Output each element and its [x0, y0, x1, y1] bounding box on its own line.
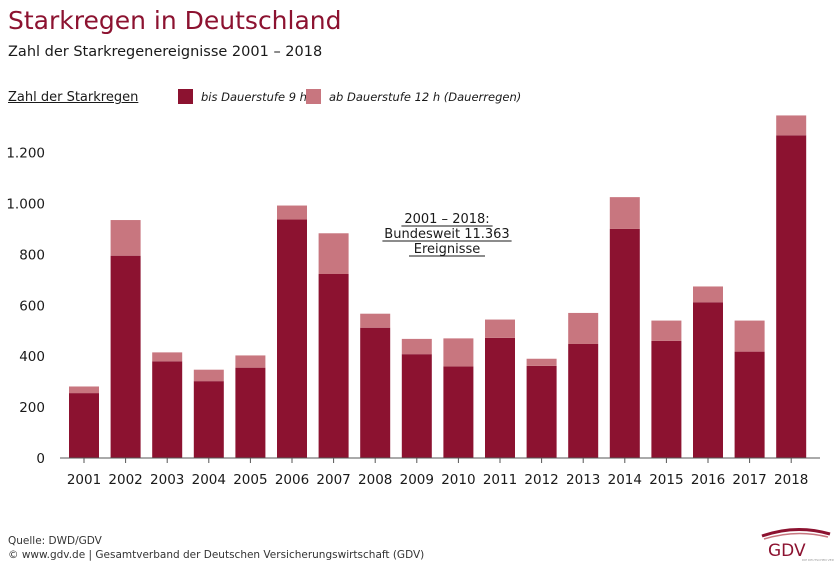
bar-chart: 0 200 400 600 800 1.000 1.200 2001 2002 2003 2004 2…: [6, 115, 820, 488]
bar-ab-dauerstufe-12h: [110, 220, 141, 256]
bar-ab-dauerstufe-12h: [776, 115, 807, 136]
logo-text: GDV: [768, 541, 806, 561]
bar-bis-dauerstufe-9h: [152, 361, 183, 458]
chart-subtitle: Zahl der Starkregenereignisse 2001 – 201…: [8, 44, 323, 60]
annotation-line: Bundesweit 11.363: [384, 227, 509, 242]
bar-ab-dauerstufe-12h: [568, 312, 599, 344]
bar-bis-dauerstufe-9h: [485, 337, 515, 458]
x-tick-label: 2009: [400, 472, 434, 488]
legend-item-bis-dauerstufe: bis Dauerstufe 9 h: [178, 89, 307, 104]
bar-bis-dauerstufe-9h: [651, 340, 682, 458]
y-tick-label: 1.200: [6, 146, 45, 162]
y-tick-label: 400: [19, 349, 45, 365]
y-tick-label: 600: [19, 298, 45, 314]
x-tick-label: 2003: [150, 472, 184, 488]
x-tick-label: 2016: [691, 472, 725, 488]
bar-bis-dauerstufe-9h: [609, 228, 640, 458]
bar-ab-dauerstufe-12h: [693, 286, 723, 303]
x-tick-label: 2002: [108, 472, 142, 488]
bar-bis-dauerstufe-9h: [734, 351, 765, 458]
y-tick-label: 0: [36, 451, 45, 467]
x-tick-label: 2015: [649, 472, 683, 488]
legend-label-secondary: ab Dauerstufe 12 h (Dauerregen): [329, 89, 522, 104]
bar-ab-dauerstufe-12h: [651, 320, 682, 341]
x-tick-label: 2007: [316, 472, 350, 488]
bar-bis-dauerstufe-9h: [568, 343, 599, 458]
x-tick-label: 2014: [608, 472, 642, 488]
bar-bis-dauerstufe-9h: [443, 366, 474, 458]
x-tick-label: 2013: [566, 472, 600, 488]
legend-swatch-secondary: [306, 89, 321, 104]
svg-text:DIE DEUTSCHEN VERSICHERER: DIE DEUTSCHEN VERSICHERER: [802, 558, 834, 562]
x-tick-label: 2004: [192, 472, 226, 488]
bar-ab-dauerstufe-12h: [734, 320, 765, 352]
x-tick-label: 2006: [275, 472, 309, 488]
x-tick-label: 2008: [358, 472, 392, 488]
bar-ab-dauerstufe-12h: [526, 358, 557, 366]
bar-bis-dauerstufe-9h: [526, 365, 557, 458]
bar-bis-dauerstufe-9h: [360, 327, 391, 458]
bar-ab-dauerstufe-12h: [69, 386, 99, 394]
x-tick-label: 2010: [441, 472, 475, 488]
y-tick-label: 200: [19, 400, 45, 416]
bar-ab-dauerstufe-12h: [193, 369, 224, 382]
bar-ab-dauerstufe-12h: [609, 197, 640, 229]
annotation-line: Ereignisse: [414, 242, 481, 257]
x-tick-label: 2001: [67, 472, 101, 488]
legend-swatch-primary: [178, 89, 193, 104]
bar-bis-dauerstufe-9h: [277, 219, 307, 458]
y-tick-label: 1.000: [6, 197, 45, 213]
bar-ab-dauerstufe-12h: [485, 319, 515, 338]
bar-ab-dauerstufe-12h: [360, 313, 391, 328]
x-tick-label: 2017: [732, 472, 766, 488]
gdv-logo: GDV DIE DEUTSCHEN VERSICHERER: [761, 527, 834, 562]
bar-ab-dauerstufe-12h: [318, 233, 349, 274]
y-tick-label: 800: [19, 247, 45, 263]
legend-label-primary: bis Dauerstufe 9 h: [201, 89, 307, 104]
bar-bis-dauerstufe-9h: [69, 393, 99, 458]
source-note: Quelle: DWD/GDV: [8, 535, 102, 547]
bar-bis-dauerstufe-9h: [110, 255, 141, 458]
x-tick-label: 2011: [483, 472, 517, 488]
y-axis-label: Zahl der Starkregen: [8, 90, 139, 105]
bar-ab-dauerstufe-12h: [401, 338, 432, 355]
annotation-line: 2001 – 2018:: [404, 212, 489, 227]
bar-ab-dauerstufe-12h: [152, 352, 183, 362]
bar-ab-dauerstufe-12h: [277, 205, 307, 220]
bar-bis-dauerstufe-9h: [235, 367, 266, 458]
bar-bis-dauerstufe-9h: [776, 135, 807, 458]
x-tick-label: 2012: [524, 472, 558, 488]
bar-ab-dauerstufe-12h: [443, 338, 474, 367]
bar-ab-dauerstufe-12h: [235, 355, 266, 368]
x-tick-label: 2005: [233, 472, 267, 488]
copyright-note: © www.gdv.de | Gesamtverband der Deutsch…: [8, 549, 425, 561]
x-tick-label: 2018: [774, 472, 808, 488]
legend-item-ab-dauerstufe: ab Dauerstufe 12 h (Dauerregen): [306, 89, 521, 104]
bar-bis-dauerstufe-9h: [318, 273, 349, 458]
bar-bis-dauerstufe-9h: [193, 381, 224, 458]
chart-title: Starkregen in Deutschland: [8, 6, 342, 35]
bar-bis-dauerstufe-9h: [401, 354, 432, 458]
bar-bis-dauerstufe-9h: [693, 302, 723, 458]
